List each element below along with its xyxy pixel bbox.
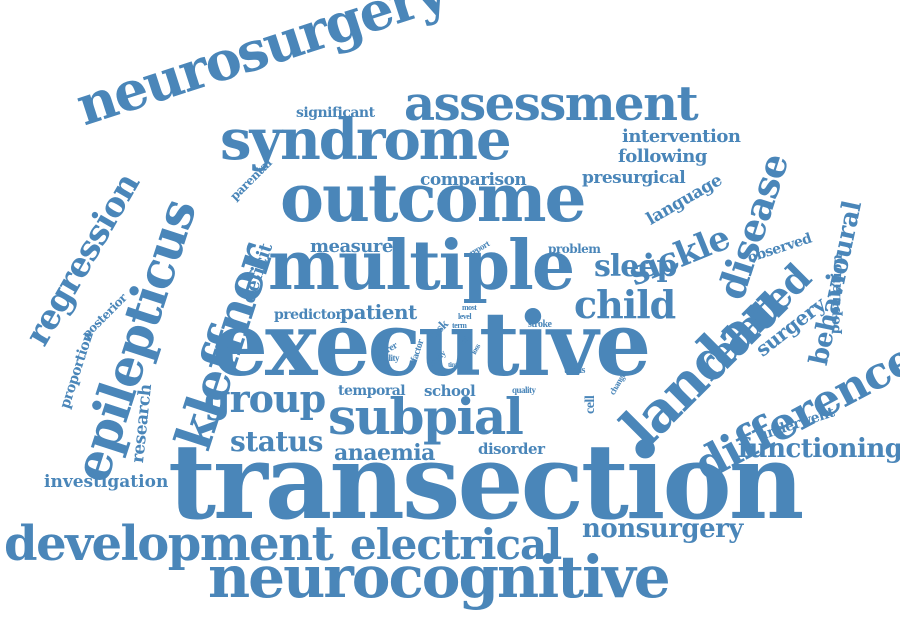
word-subpial: subpial: [328, 387, 524, 446]
word-electrical: electrical: [350, 520, 562, 569]
word-stroke: stroke: [528, 319, 552, 330]
word-anaemia: anaemia: [334, 440, 435, 466]
word-thesis: thesis: [564, 365, 585, 376]
word-assessment: assessment: [404, 76, 699, 132]
word-functioning: functioning: [738, 434, 900, 464]
word-transection: transection: [168, 420, 804, 543]
word-neurocognitive: neurocognitive: [208, 543, 671, 611]
word-outcome: outcome: [280, 159, 587, 237]
word-temporal: temporal: [338, 383, 406, 399]
word-most: most: [462, 303, 477, 312]
word-presurgical: presurgical: [582, 168, 686, 188]
word-following: following: [618, 146, 707, 167]
word-syndrome: syndrome: [220, 107, 512, 173]
word-school: school: [424, 382, 476, 400]
word-nonsurgery: nonsurgery: [582, 514, 743, 544]
word-child: child: [574, 282, 676, 327]
word-patient: patient: [340, 300, 417, 324]
word-disorder: disorder: [478, 440, 545, 458]
word-term: term: [452, 321, 467, 330]
word-cell: cell: [583, 395, 598, 414]
word-problem: problem: [548, 242, 601, 256]
word-executive: executive: [212, 292, 651, 396]
word-ability: ability: [378, 353, 400, 363]
word-status: status: [230, 425, 323, 458]
word-time: time: [448, 361, 460, 369]
word-quality: quality: [512, 385, 536, 395]
word-predictor: predictor: [274, 307, 343, 323]
word-intervention: intervention: [622, 126, 741, 147]
word-group: group: [204, 376, 326, 421]
word-significant: significant: [296, 105, 375, 121]
word-measure: measure: [310, 236, 393, 257]
word-population: population: [827, 254, 846, 335]
word-level: level: [458, 312, 472, 321]
word-multiple: multiple: [268, 226, 575, 306]
word-sleep: sleep: [594, 249, 677, 284]
word-comparison: comparison: [420, 170, 527, 190]
word-development: development: [4, 516, 334, 572]
word-investigation: investigation: [44, 472, 169, 492]
